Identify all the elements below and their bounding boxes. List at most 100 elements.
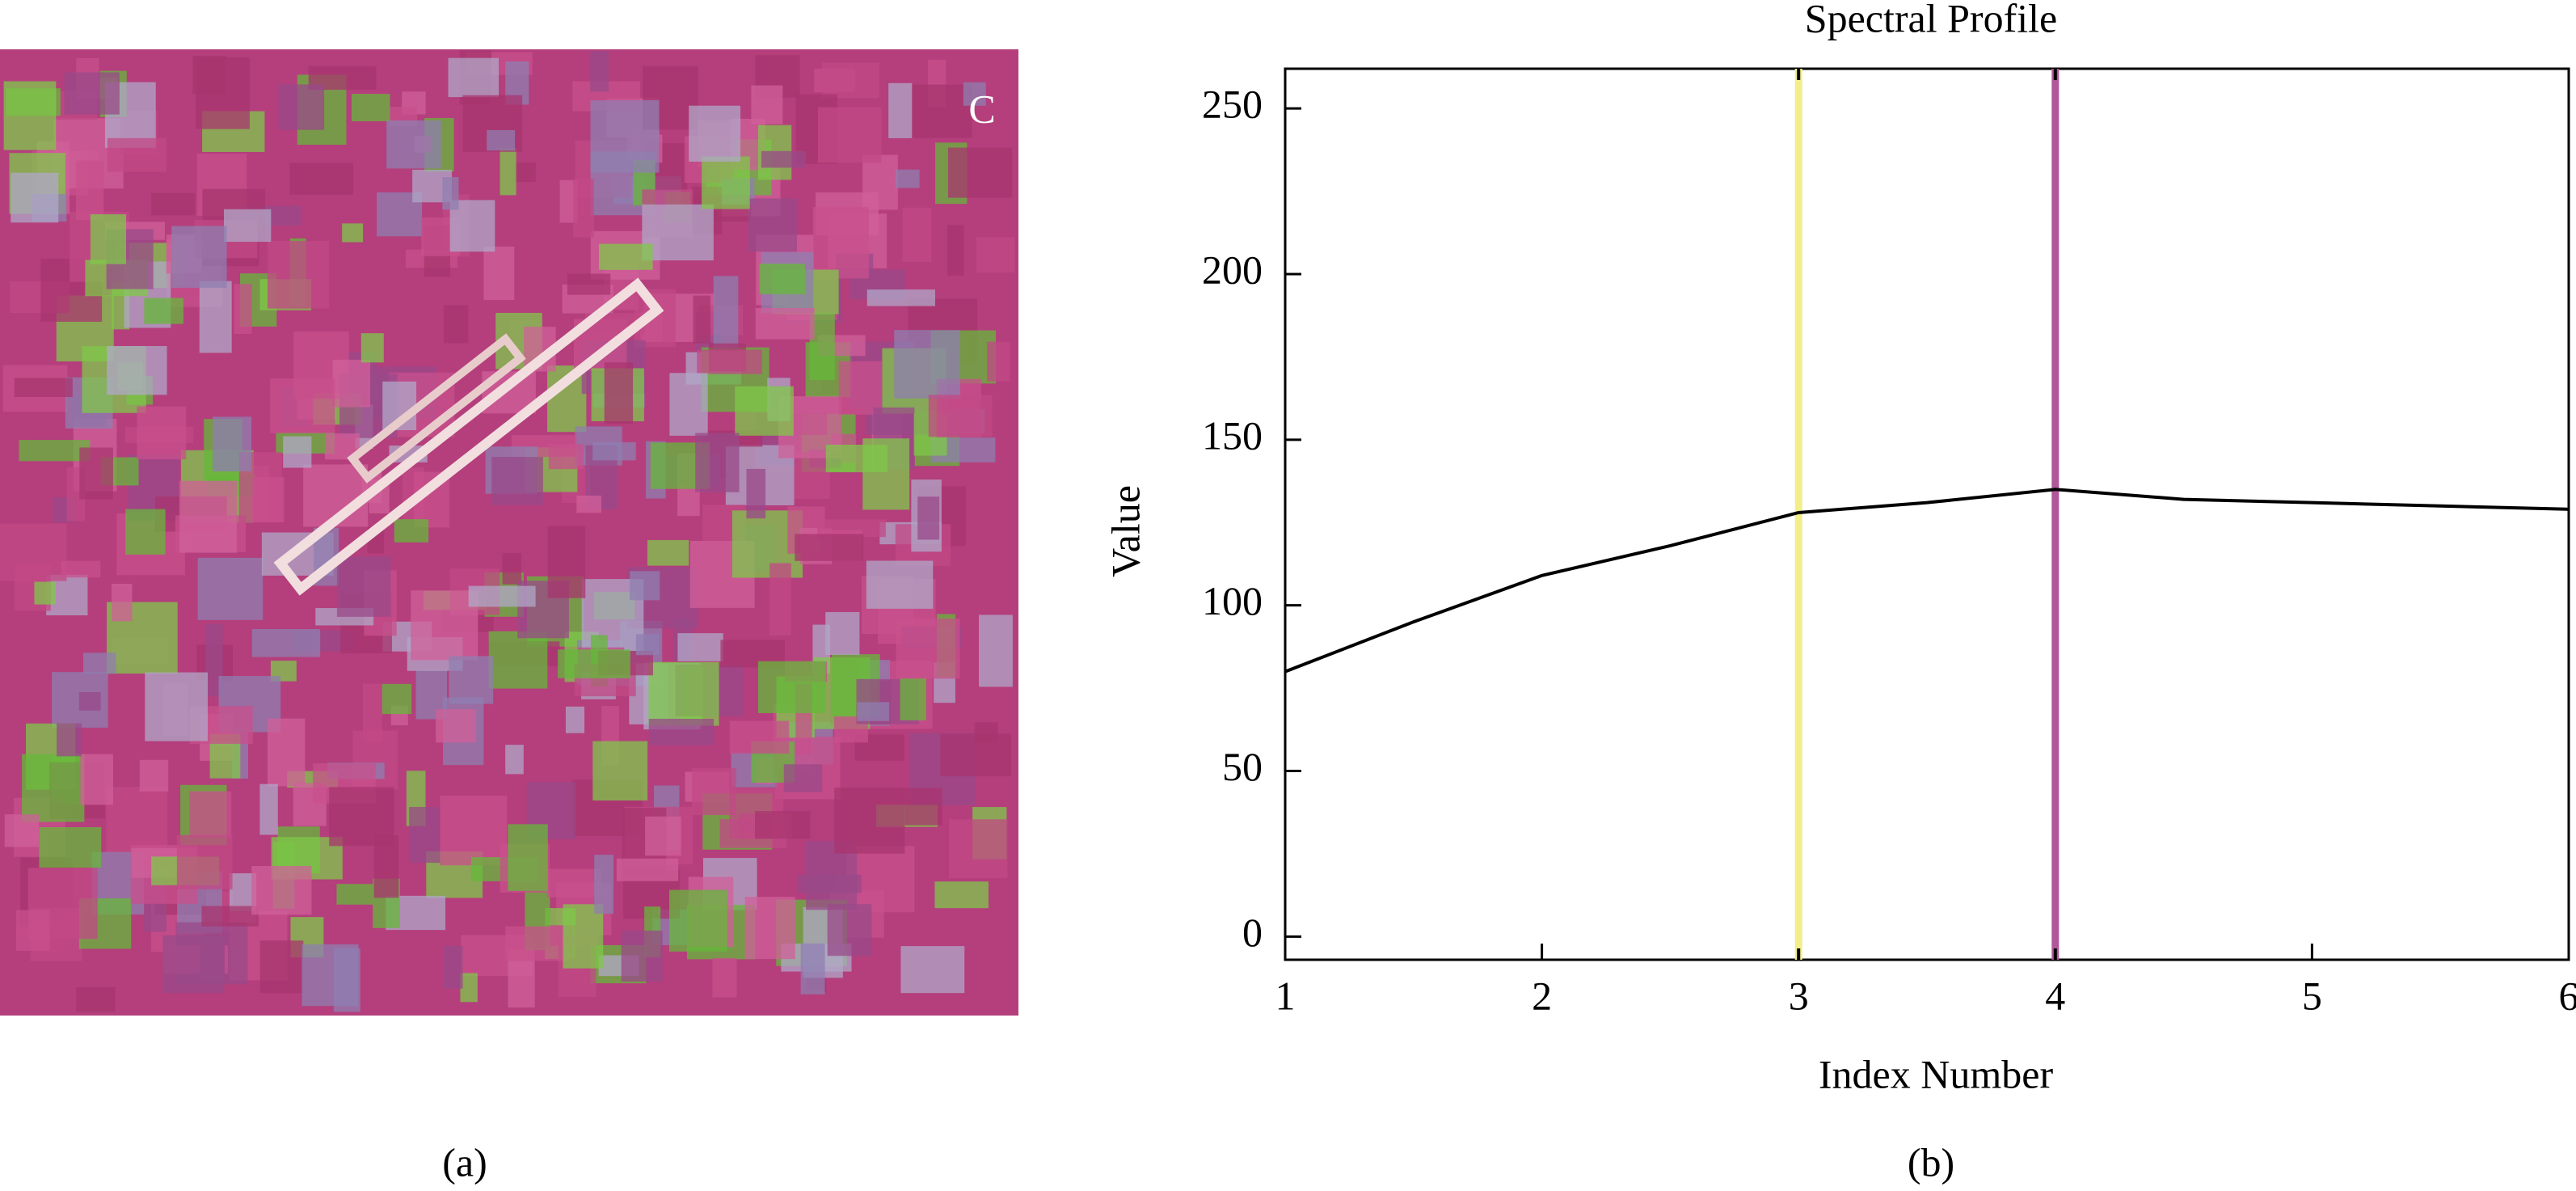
image-patch (576, 495, 602, 513)
image-patch (592, 441, 636, 461)
image-patch (57, 723, 82, 757)
image-patch (757, 661, 826, 713)
image-patch (713, 276, 739, 348)
image-patch (693, 295, 710, 344)
y-tick-label: 50 (1222, 744, 1263, 789)
image-patch (449, 656, 494, 704)
y-tick-label: 200 (1202, 247, 1263, 292)
image-patch (514, 162, 536, 183)
image-patch (940, 733, 1012, 777)
image-patch (645, 816, 681, 856)
image-patch (483, 247, 515, 301)
image-patch (800, 943, 825, 995)
image-patch (888, 82, 913, 138)
image-patch (502, 552, 522, 585)
image-patch (604, 362, 634, 424)
image-patch (558, 649, 630, 678)
image-patch (362, 683, 382, 743)
image-patch (436, 709, 476, 743)
image-patch (75, 160, 104, 221)
image-patch (896, 619, 960, 679)
image-patch (894, 330, 960, 399)
image-patch (386, 120, 441, 169)
image-patch (834, 788, 905, 854)
image-patch (505, 745, 524, 775)
y-tick-label: 250 (1202, 82, 1263, 127)
image-patch (448, 57, 500, 98)
image-patch (251, 865, 312, 915)
image-patch (546, 868, 601, 897)
y-tick-label: 100 (1202, 578, 1263, 623)
image-patch (695, 433, 740, 492)
image-patch (691, 768, 736, 816)
image-patch (825, 444, 887, 473)
image-patch (179, 480, 237, 553)
image-patch (912, 84, 972, 138)
plot-frame (1284, 67, 2570, 961)
image-patch (947, 225, 964, 276)
image-patch (648, 661, 719, 726)
image-patch (234, 284, 252, 335)
image-patch (866, 560, 934, 609)
image-patch (107, 137, 167, 172)
image-patch (963, 82, 986, 106)
image-patch (783, 764, 823, 792)
image-patch (598, 243, 653, 270)
image-patch (139, 759, 169, 792)
image-patch (917, 496, 940, 540)
image-patch (987, 341, 1010, 382)
image-patch (795, 534, 864, 561)
image-patch (755, 811, 811, 839)
image-patch (900, 678, 926, 720)
image-patch (761, 150, 806, 168)
image-patch (729, 720, 790, 754)
runway (273, 277, 664, 596)
image-patch (351, 94, 390, 121)
image-patch (748, 198, 797, 252)
image-patch (669, 373, 708, 436)
image-patch (735, 386, 794, 436)
image-patch (500, 148, 516, 196)
image-patch (744, 897, 795, 960)
image-patch (647, 539, 689, 566)
image-patch (460, 973, 478, 1003)
image-patch (61, 560, 101, 578)
image-patch (616, 858, 679, 881)
image-patch (3, 81, 57, 150)
image-patch (394, 519, 429, 543)
image-patch (900, 946, 965, 994)
image-patch (342, 223, 364, 243)
image-patch (196, 57, 250, 129)
image-patch (301, 944, 359, 1007)
image-patch (948, 819, 1008, 879)
image-patch (107, 345, 167, 395)
image-patch (278, 84, 325, 130)
image-patch (594, 855, 614, 914)
image-patch (289, 163, 354, 195)
image-patch (702, 156, 750, 209)
image-patch (34, 581, 56, 605)
image-patch (895, 169, 920, 188)
image-patch (697, 349, 762, 374)
image-patch (145, 672, 208, 741)
y-axis-label: Value (1102, 485, 1148, 577)
image-patch (259, 940, 304, 994)
image-patch (267, 241, 330, 309)
x-tick-label: 4 (2045, 973, 2065, 1018)
image-patch (270, 378, 335, 433)
image-patch (4, 814, 40, 847)
image-patch (759, 264, 805, 294)
image-patch (769, 563, 791, 636)
image-patch (106, 787, 168, 853)
image-patch (199, 281, 232, 353)
caption: (b) (1908, 1139, 1954, 1185)
image-patch (468, 585, 536, 607)
image-patch (567, 273, 611, 295)
runway-inner (347, 333, 526, 484)
image-patch (548, 444, 584, 470)
x-tick-label: 1 (1275, 973, 1296, 1018)
image-patch (565, 706, 585, 733)
image-patch (189, 791, 232, 838)
image-patch (857, 702, 890, 721)
